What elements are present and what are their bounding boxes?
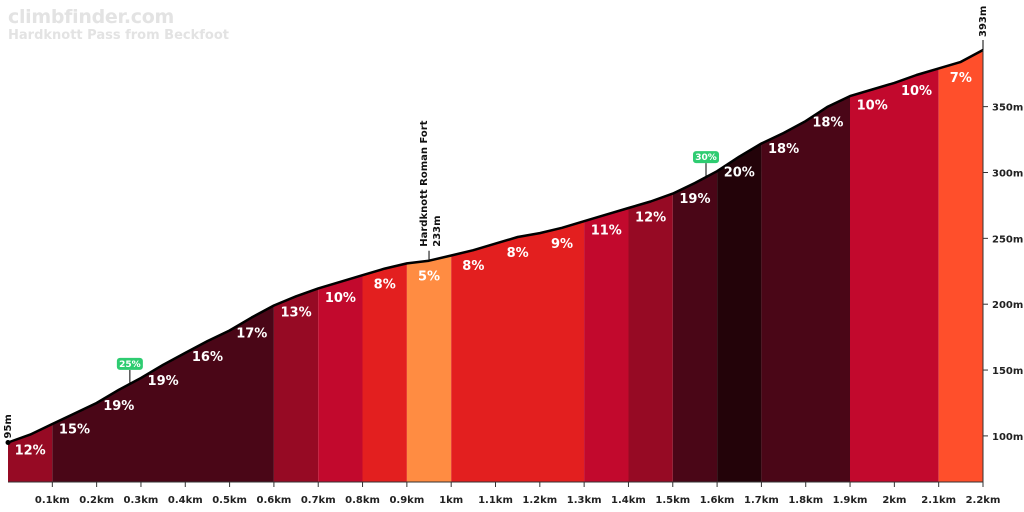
grade-label: 10% [857,99,888,114]
gradient-segment [850,68,939,483]
waypoint-name: Hardknott Roman Fort [419,120,430,246]
grade-label: 13% [281,305,312,320]
x-tick-label: 1.9km [833,495,868,506]
grade-label: 10% [325,291,356,306]
max-grade-badge [116,357,143,370]
gradient-segment [8,424,53,482]
waypoint-elevation: 233m [432,215,443,246]
gradient-segment [362,263,407,482]
x-tick-label: 2.2km [966,495,1001,506]
x-tick-label: 0.9km [389,495,424,506]
grade-label: 19% [103,399,134,414]
x-tick-label: 0.6km [257,495,292,506]
x-tick-label: 1.5km [655,495,690,506]
grade-label: 11% [591,224,622,239]
x-tick-label: 1.1km [478,495,513,506]
profile-line [7,48,984,444]
x-tick-label: 2km [882,495,906,506]
gradient-segment [938,50,983,482]
x-tick-label: 0.3km [124,495,159,506]
x-tick-label: 1.6km [700,495,735,506]
grade-label: 19% [148,374,179,389]
gradient-segments [8,50,983,483]
profile-outline [7,48,984,444]
x-tick-label: 1.7km [744,495,779,506]
annotations: 95m 393m Hardknott Roman Fort 233m 25% 30% [3,6,989,445]
grade-label: 15% [59,423,90,438]
x-tick-label: 1km [439,495,463,506]
start-marker [5,439,11,445]
x-tick-label: 1.3km [567,495,602,506]
x-tick-label: 0.5km [212,495,247,506]
gradient-segment [628,193,673,482]
max-grade-badge-label: 25% [119,360,141,370]
x-axis: 0.1km 0.2km 0.3km 0.4km 0.5km 0.6km 0.7km 0.8km… [8,481,1001,506]
gradient-segment [52,305,274,482]
grade-label: 17% [236,326,267,341]
y-tick-label: 100m [992,432,1023,443]
grade-label: 5% [418,270,440,285]
gradient-segment [318,275,363,482]
grade-label: 18% [768,142,799,157]
grade-label: 19% [679,192,710,207]
grade-label: 8% [374,278,396,293]
grade-label: 8% [507,246,529,261]
y-tick-label: 300m [992,168,1023,179]
gradient-segment [406,255,452,482]
gradient-segment [273,288,319,482]
grade-labels: 12% 15% 19% 19% 16% 17% 13% 10% 8% 5% 8% 8% 9% 11% 12%… [15,71,972,459]
gradient-segment [451,221,585,482]
y-axis: 100m 150m 200m 250m 300m 350m [982,50,1023,482]
x-tick-label: 0.8km [345,495,380,506]
gradient-segment [672,171,718,482]
x-tick-label: 0.2km [79,495,114,506]
grade-label: 12% [15,444,46,459]
x-tick-label: 1.4km [611,495,646,506]
chart-subtitle: Hardknott Pass from Beckfoot [8,28,229,43]
grade-label: 12% [635,210,666,225]
y-tick-label: 250m [992,234,1023,245]
y-tick-label: 200m [992,300,1023,311]
y-tick-label: 150m [992,366,1023,377]
grade-label: 9% [551,237,573,252]
grade-label: 10% [901,84,932,99]
grade-label: 18% [812,116,843,131]
x-tick-label: 0.1km [35,495,70,506]
x-tick-label: 0.4km [168,495,203,506]
start-elevation-label: 95m [3,414,14,438]
max-grade-badge [693,151,720,164]
grade-label: 7% [950,71,972,86]
gradient-segment [584,208,629,482]
grade-label: 8% [462,259,484,274]
y-tick-label: 350m [992,103,1023,114]
grade-label: 16% [192,350,223,365]
gradient-segment [761,96,850,482]
x-tick-label: 1.2km [522,495,557,506]
max-grade-badge-label: 30% [695,153,717,163]
x-tick-label: 2.1km [921,495,956,506]
brand-logo-text[interactable]: climbfinder.com [8,6,174,28]
gradient-segment [717,143,762,482]
x-tick-label: 0.7km [301,495,336,506]
grade-label: 20% [724,166,755,181]
end-elevation-label: 393m [978,6,989,37]
x-tick-label: 1.8km [788,495,823,506]
